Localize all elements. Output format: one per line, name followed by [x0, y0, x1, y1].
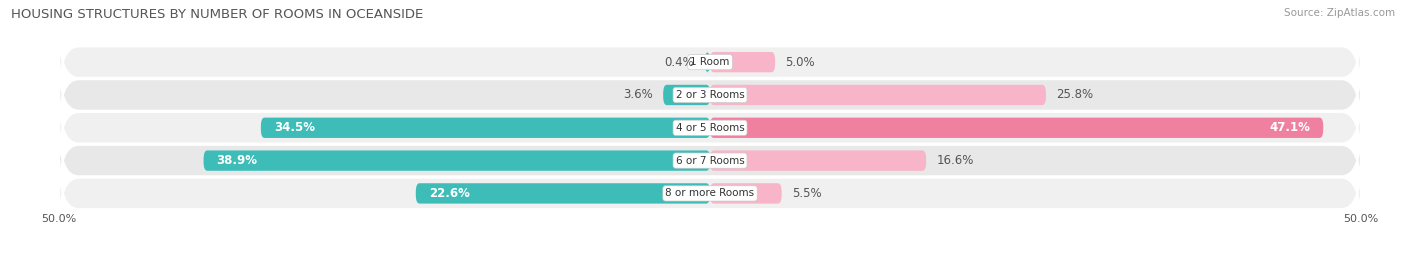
- Text: 1 Room: 1 Room: [690, 57, 730, 67]
- Legend: Owner-occupied, Renter-occupied: Owner-occupied, Renter-occupied: [583, 267, 837, 269]
- FancyBboxPatch shape: [664, 85, 710, 105]
- FancyBboxPatch shape: [59, 94, 1361, 161]
- Text: 16.6%: 16.6%: [936, 154, 974, 167]
- Text: 0.4%: 0.4%: [665, 56, 695, 69]
- Text: 8 or more Rooms: 8 or more Rooms: [665, 188, 755, 199]
- FancyBboxPatch shape: [204, 150, 710, 171]
- Text: 47.1%: 47.1%: [1270, 121, 1310, 134]
- FancyBboxPatch shape: [59, 127, 1361, 194]
- Text: 38.9%: 38.9%: [217, 154, 257, 167]
- FancyBboxPatch shape: [710, 118, 1323, 138]
- Text: 5.0%: 5.0%: [786, 56, 815, 69]
- Text: 6 or 7 Rooms: 6 or 7 Rooms: [676, 155, 744, 166]
- Text: Source: ZipAtlas.com: Source: ZipAtlas.com: [1284, 8, 1395, 18]
- Text: HOUSING STRUCTURES BY NUMBER OF ROOMS IN OCEANSIDE: HOUSING STRUCTURES BY NUMBER OF ROOMS IN…: [11, 8, 423, 21]
- FancyBboxPatch shape: [262, 118, 710, 138]
- FancyBboxPatch shape: [710, 150, 927, 171]
- Text: 4 or 5 Rooms: 4 or 5 Rooms: [676, 123, 744, 133]
- Text: 5.5%: 5.5%: [792, 187, 821, 200]
- FancyBboxPatch shape: [710, 85, 1046, 105]
- Text: 3.6%: 3.6%: [623, 89, 652, 101]
- Text: 22.6%: 22.6%: [429, 187, 470, 200]
- FancyBboxPatch shape: [416, 183, 710, 204]
- Text: 25.8%: 25.8%: [1056, 89, 1094, 101]
- FancyBboxPatch shape: [59, 160, 1361, 227]
- FancyBboxPatch shape: [59, 29, 1361, 95]
- Text: 34.5%: 34.5%: [274, 121, 315, 134]
- FancyBboxPatch shape: [704, 52, 710, 72]
- FancyBboxPatch shape: [710, 183, 782, 204]
- FancyBboxPatch shape: [710, 52, 775, 72]
- FancyBboxPatch shape: [59, 62, 1361, 128]
- Text: 2 or 3 Rooms: 2 or 3 Rooms: [676, 90, 744, 100]
